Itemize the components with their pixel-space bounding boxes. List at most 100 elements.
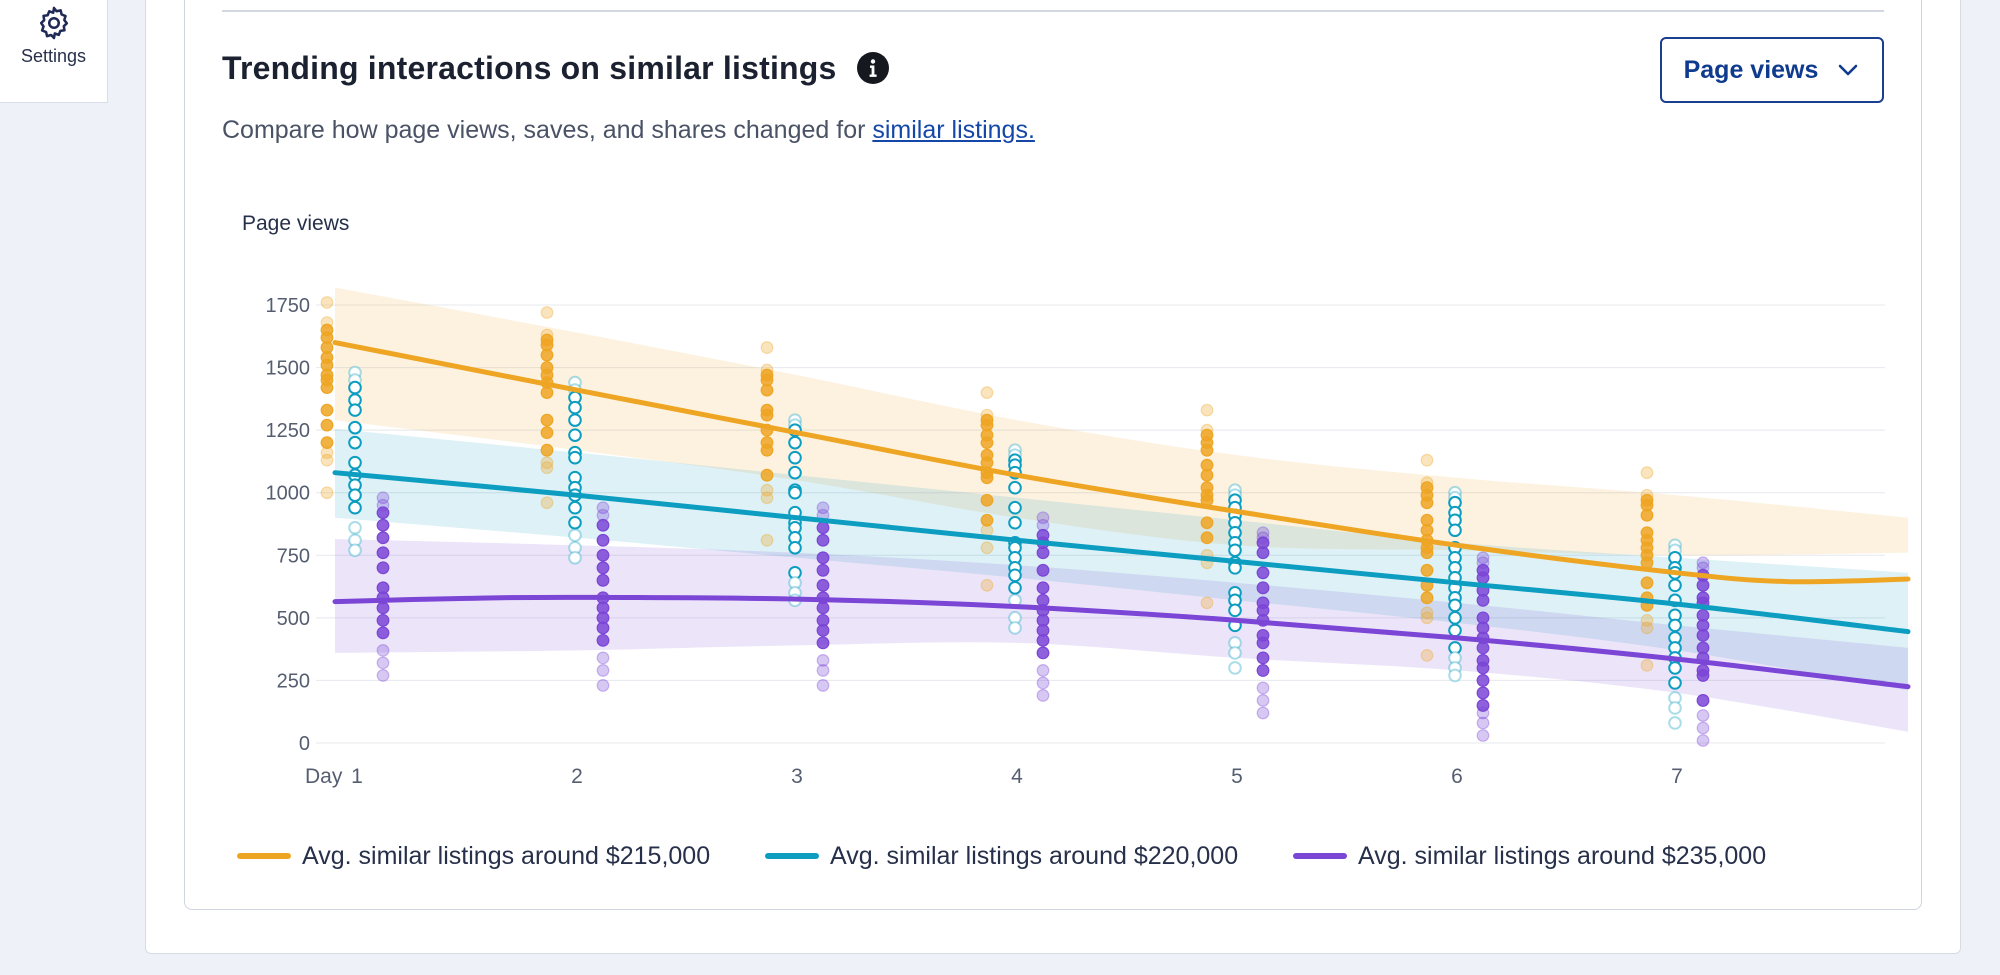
x-tick-label: 2: [571, 765, 583, 788]
data-point: [816, 563, 830, 577]
gear-icon: [39, 6, 68, 40]
data-point: [540, 461, 554, 475]
similar-listings-link[interactable]: similar listings.: [872, 116, 1035, 144]
data-point: [1696, 628, 1710, 642]
data-point: [760, 443, 774, 457]
data-point: [320, 436, 334, 450]
data-point: [1036, 633, 1050, 647]
data-point: [1008, 480, 1022, 495]
data-point: [376, 561, 390, 575]
trend-line: [332, 340, 1911, 585]
data-point: [1476, 641, 1490, 655]
data-point: [1448, 611, 1462, 625]
x-tick-label: 5: [1231, 765, 1243, 788]
data-point: [1256, 681, 1270, 695]
data-point: [1420, 563, 1434, 577]
data-point: [1200, 443, 1214, 457]
data-point: [540, 443, 554, 457]
data-point: [816, 533, 830, 547]
data-point: [376, 656, 390, 670]
data-point: [1228, 646, 1242, 660]
data-point: [760, 408, 774, 422]
data-point: [540, 386, 554, 400]
y-tick-label: 1250: [266, 420, 311, 442]
data-point: [760, 533, 774, 547]
data-point: [1420, 649, 1434, 662]
data-point: [1420, 606, 1434, 620]
data-point: [1420, 546, 1434, 560]
data-point: [596, 679, 610, 692]
data-point: [1476, 571, 1490, 585]
data-point: [1228, 661, 1242, 675]
data-point: [1696, 709, 1710, 722]
data-point: [1448, 623, 1462, 638]
data-point: [1256, 566, 1270, 580]
data-point: [1476, 729, 1490, 742]
y-tick-label: 1500: [266, 358, 311, 380]
y-tick-label: 250: [277, 670, 310, 692]
data-point: [760, 468, 774, 482]
data-point: [1696, 721, 1710, 735]
data-point: [376, 626, 390, 640]
data-point: [540, 426, 554, 440]
data-point: [320, 418, 334, 432]
data-point: [376, 613, 390, 627]
metric-dropdown[interactable]: Page views: [1660, 37, 1884, 103]
data-point: [1448, 598, 1462, 613]
data-point: [1036, 546, 1050, 560]
confidence-band: [335, 428, 1908, 691]
data-point: [540, 456, 554, 470]
data-point: [1256, 694, 1270, 707]
data-point: [376, 491, 390, 505]
y-tick-label: 750: [277, 545, 310, 567]
data-point: [1696, 556, 1710, 570]
data-point: [320, 446, 334, 460]
data-point: [376, 669, 390, 682]
data-point: [980, 541, 994, 555]
data-point: [1256, 664, 1270, 677]
y-tick-label: 1000: [266, 483, 311, 505]
divider: [222, 10, 1884, 12]
data-point: [348, 455, 362, 470]
data-point: [816, 551, 830, 565]
data-point: [1668, 661, 1682, 675]
data-point: [376, 601, 390, 615]
data-point: [816, 623, 830, 637]
sidebar-settings-item[interactable]: Settings: [0, 0, 108, 103]
chevron-down-icon: [1839, 64, 1858, 76]
legend-label[interactable]: Avg. similar listings around $215,000: [302, 842, 710, 870]
confidence-band: [335, 539, 1908, 732]
data-point: [816, 501, 830, 515]
data-point: [1228, 543, 1242, 558]
legend-label[interactable]: Avg. similar listings around $235,000: [1358, 842, 1766, 870]
data-point: [1256, 706, 1270, 720]
data-point: [1420, 591, 1434, 605]
data-point: [1476, 674, 1490, 687]
data-point: [348, 403, 362, 417]
data-point: [540, 496, 554, 510]
data-point: [816, 679, 830, 692]
data-point: [1036, 646, 1050, 660]
x-tick-label: 1: [351, 765, 363, 788]
data-point: [1668, 701, 1682, 715]
data-point: [1200, 403, 1214, 417]
data-point: [596, 651, 610, 665]
data-point: [1420, 611, 1434, 625]
data-point: [348, 520, 362, 535]
card-description: Compare how page views, saves, and share…: [222, 116, 1035, 145]
data-point: [596, 518, 610, 532]
info-icon[interactable]: [856, 51, 890, 85]
chart-svg: Page views 0 250 500 750 1000 1250 1500 1750 Day 1…: [237, 212, 1911, 870]
data-point: [816, 578, 830, 592]
data-point: [1036, 563, 1050, 577]
data-point: [1256, 581, 1270, 595]
data-point: [1036, 581, 1050, 595]
legend-label[interactable]: Avg. similar listings around $220,000: [830, 842, 1238, 870]
data-point: [568, 428, 582, 442]
data-point: [1696, 669, 1710, 682]
data-point: [788, 485, 802, 500]
data-point: [1640, 576, 1654, 590]
data-point: [760, 383, 774, 397]
data-point: [1008, 581, 1022, 595]
data-point: [1668, 716, 1682, 730]
